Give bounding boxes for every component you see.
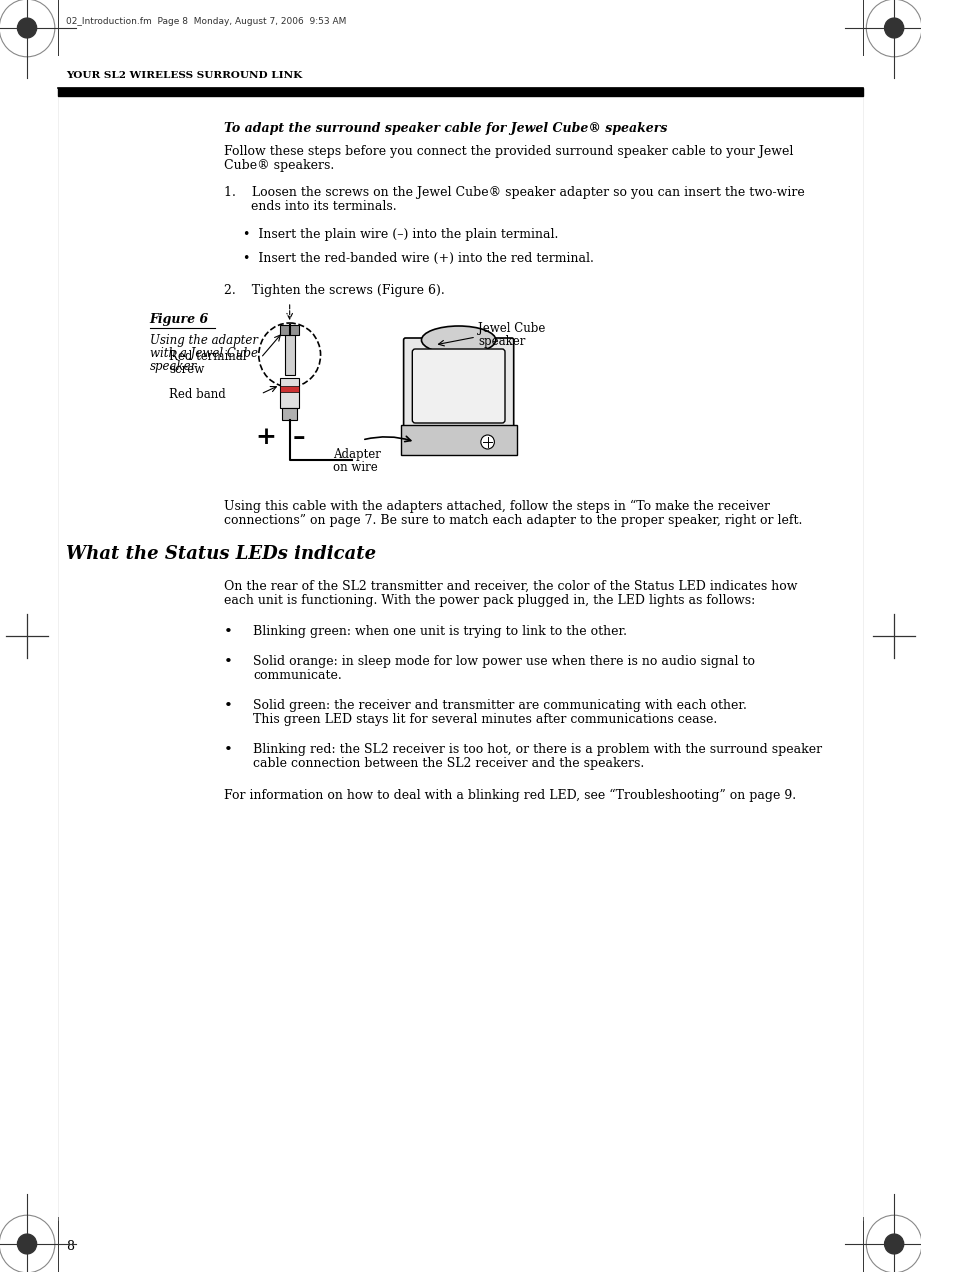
- Text: Blinking red: the SL2 receiver is too hot, or there is a problem with the surrou: Blinking red: the SL2 receiver is too ho…: [253, 743, 821, 756]
- Bar: [280, 385, 299, 392]
- Bar: [282, 408, 297, 420]
- Text: Red band: Red band: [169, 388, 226, 401]
- Bar: [280, 378, 299, 408]
- Text: Adapter: Adapter: [333, 448, 380, 460]
- Bar: [280, 326, 299, 335]
- Circle shape: [17, 18, 36, 38]
- Text: What the Status LEDs indicate: What the Status LEDs indicate: [66, 544, 375, 563]
- Text: Using this cable with the adapters attached, follow the steps in “To make the re: Using this cable with the adapters attac…: [224, 500, 769, 513]
- FancyBboxPatch shape: [403, 338, 513, 432]
- Text: on wire: on wire: [333, 460, 377, 474]
- Text: •: •: [224, 743, 233, 757]
- Bar: [400, 425, 517, 455]
- Text: •: •: [224, 625, 233, 639]
- Text: 8: 8: [66, 1240, 73, 1253]
- Text: 2.    Tighten the screws (Figure 6).: 2. Tighten the screws (Figure 6).: [224, 284, 444, 296]
- Text: 1.    Loosen the screws on the Jewel Cube® speaker adapter so you can insert the: 1. Loosen the screws on the Jewel Cube® …: [224, 186, 804, 198]
- Bar: [285, 326, 294, 375]
- Text: connections” on page 7. Be sure to match each adapter to the proper speaker, rig: connections” on page 7. Be sure to match…: [224, 514, 801, 527]
- Text: Red terminal: Red terminal: [169, 350, 246, 363]
- Text: Solid orange: in sleep mode for low power use when there is no audio signal to: Solid orange: in sleep mode for low powe…: [253, 655, 754, 668]
- FancyBboxPatch shape: [412, 349, 504, 424]
- Text: Figure 6: Figure 6: [150, 313, 209, 326]
- Text: cable connection between the SL2 receiver and the speakers.: cable connection between the SL2 receive…: [253, 757, 643, 770]
- Text: To adapt the surround speaker cable for Jewel Cube® speakers: To adapt the surround speaker cable for …: [224, 122, 667, 135]
- Text: screw: screw: [169, 363, 204, 377]
- Text: For information on how to deal with a blinking red LED, see “Troubleshooting” on: For information on how to deal with a bl…: [224, 789, 796, 803]
- Text: each unit is functioning. With the power pack plugged in, the LED lights as foll: each unit is functioning. With the power…: [224, 594, 755, 607]
- Text: •: •: [224, 700, 233, 714]
- Text: 02_Introduction.fm  Page 8  Monday, August 7, 2006  9:53 AM: 02_Introduction.fm Page 8 Monday, August…: [66, 18, 346, 27]
- Text: Blinking green: when one unit is trying to link to the other.: Blinking green: when one unit is trying …: [253, 625, 626, 639]
- Text: +: +: [254, 425, 275, 449]
- Text: speaker: speaker: [477, 335, 525, 349]
- Text: Jewel Cube: Jewel Cube: [477, 322, 545, 335]
- Text: On the rear of the SL2 transmitter and receiver, the color of the Status LED ind: On the rear of the SL2 transmitter and r…: [224, 580, 797, 593]
- Circle shape: [480, 435, 494, 449]
- Text: ends into its terminals.: ends into its terminals.: [251, 200, 396, 212]
- Text: with a Jewel Cube: with a Jewel Cube: [150, 347, 257, 360]
- Text: communicate.: communicate.: [253, 669, 341, 682]
- Text: –: –: [293, 425, 305, 449]
- Circle shape: [17, 1234, 36, 1254]
- Text: Solid green: the receiver and transmitter are communicating with each other.: Solid green: the receiver and transmitte…: [253, 700, 746, 712]
- Circle shape: [883, 1234, 902, 1254]
- Text: Using the adapter: Using the adapter: [150, 335, 257, 347]
- Text: •: •: [224, 655, 233, 669]
- Text: speaker: speaker: [150, 360, 196, 373]
- Text: •  Insert the plain wire (–) into the plain terminal.: • Insert the plain wire (–) into the pla…: [243, 228, 558, 240]
- Circle shape: [883, 18, 902, 38]
- Text: Cube® speakers.: Cube® speakers.: [224, 159, 334, 172]
- Text: This green LED stays lit for several minutes after communications cease.: This green LED stays lit for several min…: [253, 714, 717, 726]
- Ellipse shape: [421, 326, 496, 354]
- Text: •  Insert the red-banded wire (+) into the red terminal.: • Insert the red-banded wire (+) into th…: [243, 252, 594, 265]
- Bar: [58, 88, 862, 95]
- Text: Follow these steps before you connect the provided surround speaker cable to you: Follow these steps before you connect th…: [224, 145, 793, 158]
- Text: YOUR SL2 WIRELESS SURROUND LINK: YOUR SL2 WIRELESS SURROUND LINK: [66, 71, 301, 80]
